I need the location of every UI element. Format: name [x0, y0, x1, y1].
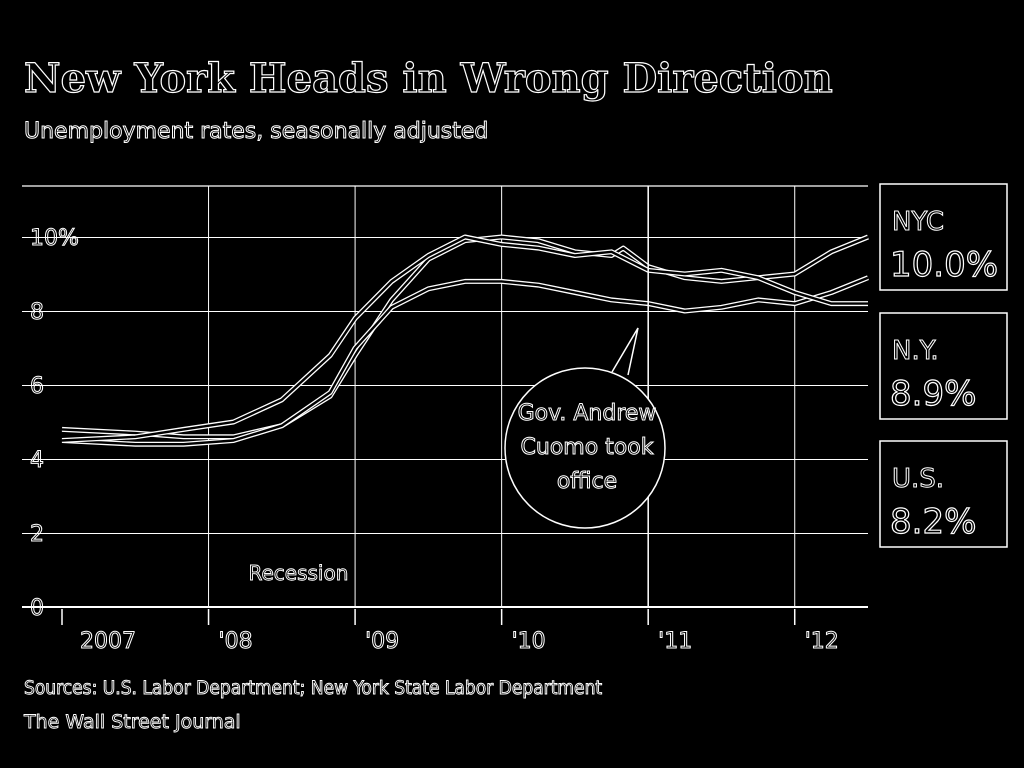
y-tick-label: 2 [30, 522, 44, 547]
legend-series-value: 8.9% [890, 374, 976, 414]
y-axis: 0 2 4 6 8 10% [30, 226, 80, 622]
y-tick-label: 0 [30, 596, 44, 621]
annotation-pointer [611, 327, 639, 376]
x-axis: 2007 '08 '09 '10 '11 '12 [22, 606, 868, 655]
recession-label: Recession [248, 561, 348, 585]
y-tick-label: 10% [30, 226, 79, 251]
cuomo-annotation: Gov. Andrew Cuomo took office [504, 186, 666, 607]
annotation-text: Cuomo took [521, 435, 654, 460]
x-tick-label: 2007 [80, 629, 136, 654]
series-line-nyc [61, 234, 869, 440]
recession-band: Recession [248, 561, 349, 586]
legend-series-name: N.Y. [892, 336, 939, 366]
x-tick-label: '08 [219, 629, 253, 654]
x-tick-label: '12 [805, 629, 839, 654]
legend-series-name: U.S. [892, 464, 944, 494]
legend-series-name: NYC [892, 207, 944, 237]
series-line-us [61, 234, 868, 443]
x-tick-label: '10 [512, 629, 546, 654]
legend-series-value: 10.0% [890, 245, 998, 285]
annotation-text: office [557, 469, 617, 494]
legend: NYC 10.0% N.Y. 8.9% U.S. 8.2% [879, 183, 1008, 548]
chart-subtitle: Unemployment rates, seasonally adjusted [24, 119, 488, 144]
series-lines [61, 234, 869, 447]
y-tick-label: 8 [30, 300, 44, 325]
legend-item-nyc: NYC 10.0% [879, 183, 1008, 291]
y-tick-label: 4 [30, 448, 44, 473]
annotation-bubble [504, 367, 666, 529]
series-line-inner-nyc [61, 235, 869, 438]
legend-item-ny: N.Y. 8.9% [879, 312, 1008, 420]
y-tick-label: 6 [30, 374, 44, 399]
source-note: Sources: U.S. Labor Department; New York… [24, 677, 602, 699]
series-line-inner-ny [61, 276, 869, 446]
legend-box [879, 183, 1008, 291]
annotation-text: Gov. Andrew [518, 401, 657, 426]
credit-line: The Wall Street Journal [23, 711, 241, 733]
x-tick-label: '09 [365, 629, 399, 654]
chart-title: New York Heads in Wrong Direction [24, 55, 833, 102]
x-tick-label: '11 [658, 629, 692, 654]
legend-box [879, 312, 1008, 420]
series-line-inner-us [61, 235, 868, 442]
legend-series-value: 8.2% [890, 502, 976, 542]
legend-box [879, 440, 1008, 548]
legend-item-us: U.S. 8.2% [879, 440, 1008, 548]
